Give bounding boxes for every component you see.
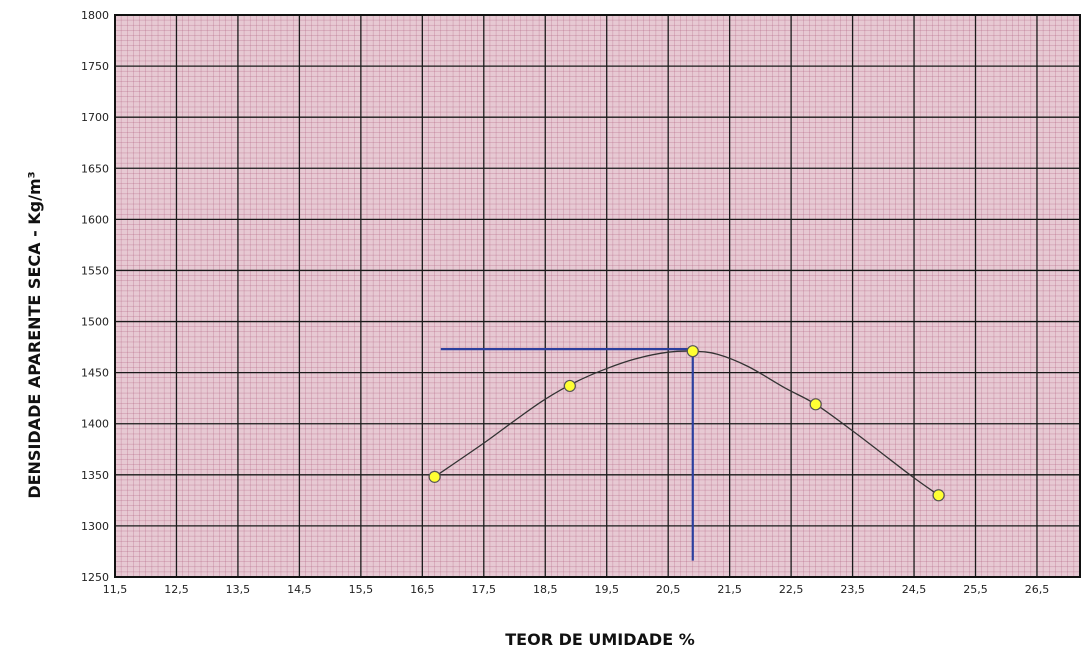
x-tick-label: 26,5 bbox=[1025, 583, 1050, 596]
y-axis-title: DENSIDADE APARENTE SECA - Kg/m³ bbox=[25, 171, 44, 498]
data-points bbox=[428, 345, 945, 502]
y-tick-label: 1800 bbox=[81, 9, 109, 22]
y-tick-label: 1600 bbox=[81, 213, 109, 226]
x-tick-label: 12,5 bbox=[164, 583, 189, 596]
x-tick-label: 23,5 bbox=[840, 583, 865, 596]
y-tick-labels: 1250 1300 1350 1400 1450 1500 1550 1600 1650 1700… bbox=[81, 9, 109, 584]
y-tick-label: 1550 bbox=[81, 264, 109, 277]
x-tick-label: 13,5 bbox=[226, 583, 251, 596]
x-tick-label: 14,5 bbox=[287, 583, 312, 596]
major-grid bbox=[114, 14, 1080, 578]
x-tick-label: 18,5 bbox=[533, 583, 558, 596]
y-tick-label: 1300 bbox=[81, 520, 109, 533]
x-tick-label: 11,5 bbox=[103, 583, 128, 596]
y-tick-label: 1650 bbox=[81, 162, 109, 175]
y-tick-label: 1450 bbox=[81, 367, 109, 380]
x-tick-label: 16,5 bbox=[410, 583, 435, 596]
x-tick-label: 19,5 bbox=[594, 583, 619, 596]
data-point bbox=[809, 398, 822, 411]
x-tick-labels: 11,5 12,5 13,5 14,5 15,5 16,5 17,5 18,5 19,5 20,5… bbox=[103, 583, 1049, 596]
plot-frame bbox=[114, 14, 1081, 578]
minor-grid bbox=[114, 14, 1081, 578]
x-tick-label: 21,5 bbox=[717, 583, 742, 596]
data-point bbox=[428, 470, 441, 483]
data-point bbox=[686, 345, 699, 358]
x-tick-label: 17,5 bbox=[472, 583, 497, 596]
y-tick-label: 1400 bbox=[81, 418, 109, 431]
data-point bbox=[932, 489, 945, 502]
x-tick-label: 24,5 bbox=[902, 583, 927, 596]
x-axis-title: TEOR DE UMIDADE % bbox=[505, 630, 694, 649]
x-tick-label: 15,5 bbox=[349, 583, 374, 596]
y-tick-label: 1700 bbox=[81, 111, 109, 124]
x-tick-label: 25,5 bbox=[963, 583, 988, 596]
reference-lines bbox=[440, 348, 694, 561]
y-tick-label: 1750 bbox=[81, 60, 109, 73]
data-point bbox=[563, 379, 576, 393]
y-tick-label: 1250 bbox=[81, 571, 109, 584]
x-tick-label: 22,5 bbox=[779, 583, 804, 596]
y-tick-label: 1350 bbox=[81, 469, 109, 482]
y-tick-label: 1500 bbox=[81, 316, 109, 329]
x-tick-label: 20,5 bbox=[656, 583, 681, 596]
